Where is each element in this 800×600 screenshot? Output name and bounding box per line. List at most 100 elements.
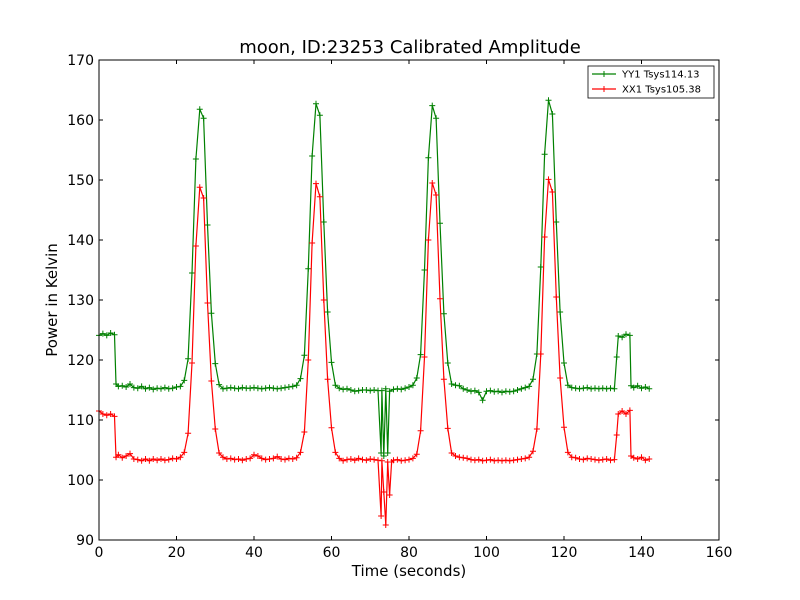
data-point — [526, 454, 533, 461]
data-point — [444, 360, 451, 366]
data-point — [181, 377, 188, 384]
data-point — [592, 456, 598, 463]
data-point — [204, 300, 211, 306]
data-point — [506, 457, 513, 464]
data-point — [483, 457, 490, 464]
data-point — [123, 453, 130, 459]
data-point — [537, 351, 544, 357]
data-point — [367, 387, 374, 394]
data-point — [254, 385, 261, 392]
data-point — [173, 456, 180, 462]
data-point — [592, 385, 598, 392]
data-point — [491, 457, 498, 464]
data-point — [103, 332, 110, 339]
data-point — [185, 430, 192, 437]
x-tick-label: 100 — [473, 545, 500, 561]
y-tick-label: 100 — [67, 473, 94, 489]
y-tick-label: 110 — [67, 413, 94, 429]
data-point — [595, 385, 602, 392]
data-point — [380, 489, 387, 495]
data-point — [386, 492, 393, 498]
data-point — [289, 383, 296, 390]
data-point — [99, 411, 106, 417]
data-point — [464, 387, 471, 393]
data-point — [603, 385, 610, 392]
series-1 — [96, 176, 653, 528]
data-point — [483, 388, 490, 395]
data-point — [479, 457, 486, 464]
data-point — [545, 176, 552, 183]
data-point — [378, 387, 385, 394]
data-point — [576, 385, 583, 392]
data-point — [127, 381, 133, 387]
y-tick-label: 130 — [67, 293, 94, 309]
data-point — [487, 387, 494, 394]
data-point — [103, 412, 110, 419]
data-point — [448, 381, 455, 387]
x-tick-label: 120 — [551, 545, 578, 561]
data-point — [382, 385, 389, 392]
data-point — [487, 456, 494, 463]
data-point — [402, 385, 409, 392]
data-point — [646, 385, 653, 392]
data-point — [576, 456, 583, 462]
data-point — [553, 294, 560, 300]
data-point — [285, 384, 292, 390]
data-point — [119, 454, 126, 461]
data-point — [115, 383, 122, 390]
data-point — [580, 456, 587, 463]
data-point — [433, 192, 440, 198]
data-point — [371, 456, 378, 463]
data-point — [642, 457, 649, 464]
data-point — [107, 330, 114, 336]
data-point — [425, 154, 432, 161]
data-point — [134, 456, 141, 463]
data-point — [468, 456, 474, 463]
data-point — [282, 456, 288, 463]
data-point — [347, 456, 354, 462]
data-point — [320, 297, 327, 303]
data-point — [216, 381, 223, 388]
data-point — [607, 457, 614, 464]
data-point — [580, 385, 587, 392]
data-point — [638, 454, 645, 461]
data-point — [363, 387, 370, 393]
data-point — [406, 384, 412, 390]
data-point — [146, 384, 153, 391]
data-point — [646, 456, 653, 462]
data-point — [623, 331, 629, 338]
data-point — [623, 411, 629, 417]
x-tick-label: 0 — [95, 545, 104, 561]
data-point — [316, 112, 323, 119]
data-point — [615, 411, 622, 417]
data-point — [235, 385, 242, 392]
data-point — [390, 386, 397, 393]
data-point — [568, 384, 575, 391]
data-point — [495, 457, 502, 464]
legend-marker — [601, 86, 607, 92]
data-point — [630, 384, 637, 391]
data-point — [235, 456, 242, 462]
data-point — [378, 513, 385, 519]
data-point — [107, 411, 114, 417]
data-point — [611, 385, 618, 392]
data-point — [158, 456, 164, 462]
data-point — [440, 310, 447, 317]
data-point — [251, 451, 257, 458]
data-point — [406, 456, 412, 463]
data-point — [231, 456, 238, 463]
y-axis-label: Power in Kelvin — [43, 243, 61, 357]
data-point — [626, 407, 633, 414]
x-axis-label: Time (seconds) — [351, 562, 467, 580]
data-point — [541, 234, 548, 240]
data-point — [177, 454, 184, 461]
data-point — [359, 456, 366, 463]
data-point — [425, 237, 432, 243]
data-point — [192, 243, 199, 249]
data-point — [161, 457, 168, 464]
data-point — [111, 331, 118, 338]
data-point — [305, 265, 312, 272]
data-point — [293, 382, 300, 389]
data-point — [154, 457, 161, 464]
